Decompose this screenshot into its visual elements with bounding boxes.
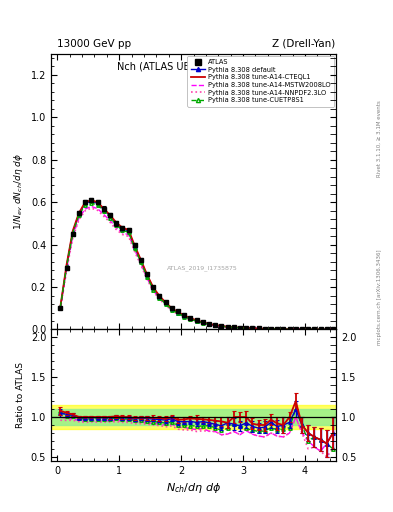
Text: 13000 GeV pp: 13000 GeV pp bbox=[57, 38, 131, 49]
Bar bbox=[51, 409, 336, 425]
X-axis label: $N_{ch}/d\eta\ d\phi$: $N_{ch}/d\eta\ d\phi$ bbox=[166, 481, 221, 495]
Text: ATLAS_2019_I1735875: ATLAS_2019_I1735875 bbox=[167, 265, 237, 270]
Text: mcplots.cern.ch [arXiv:1306.3436]: mcplots.cern.ch [arXiv:1306.3436] bbox=[377, 249, 382, 345]
Bar bbox=[51, 405, 336, 429]
Text: Rivet 3.1.10, ≥ 3.1M events: Rivet 3.1.10, ≥ 3.1M events bbox=[377, 100, 382, 177]
Text: Z (Drell-Yan): Z (Drell-Yan) bbox=[272, 38, 335, 49]
Y-axis label: Ratio to ATLAS: Ratio to ATLAS bbox=[16, 362, 25, 428]
Y-axis label: $1/N_{ev}\ dN_{ch}/d\eta\ d\phi$: $1/N_{ev}\ dN_{ch}/d\eta\ d\phi$ bbox=[12, 153, 25, 230]
Legend: ATLAS, Pythia 8.308 default, Pythia 8.308 tune-A14-CTEQL1, Pythia 8.308 tune-A14: ATLAS, Pythia 8.308 default, Pythia 8.30… bbox=[187, 56, 334, 107]
Text: Nch (ATLAS UE in Z production): Nch (ATLAS UE in Z production) bbox=[117, 62, 270, 72]
